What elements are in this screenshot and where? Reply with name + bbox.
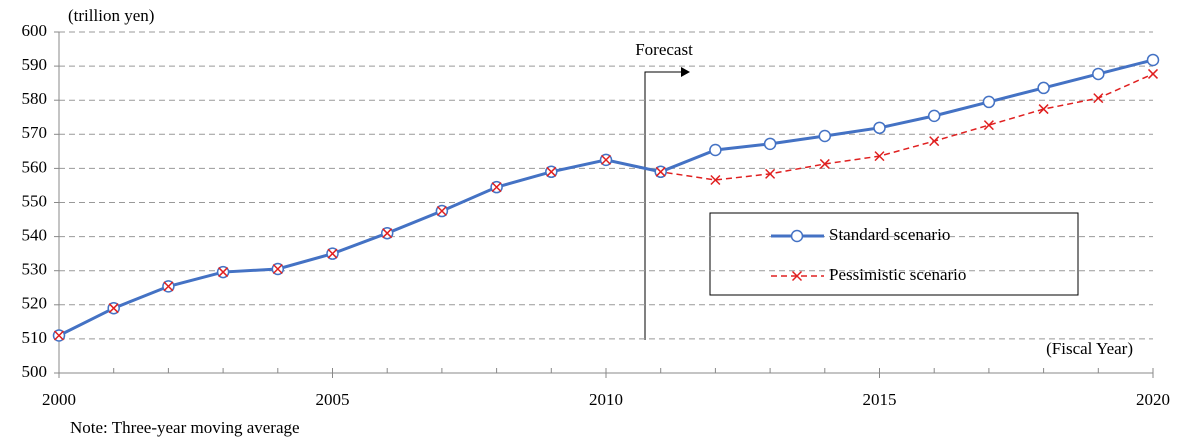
note: Note: Three-year moving average [70,418,300,437]
y-tick-label: 510 [22,328,48,347]
legend-box [709,212,1079,296]
y-tick-label: 600 [22,21,48,40]
x-tick-label: 2005 [316,390,350,409]
legend-marker [790,229,804,243]
point [1093,93,1104,104]
forecast-arrow [644,71,688,340]
point [1092,67,1105,81]
point [1038,104,1049,115]
x-tick-label: 2020 [1136,390,1170,409]
y-tick-label: 540 [22,226,48,245]
point [491,182,502,193]
point [655,166,666,177]
point [982,95,996,109]
point [218,267,229,278]
point [763,137,777,151]
point [108,303,119,314]
y-tick-label: 570 [22,123,48,142]
point [818,129,832,143]
y-tick-label: 530 [22,260,48,279]
point [546,166,557,177]
point [873,121,886,135]
x-tick-label: 2015 [863,390,897,409]
point [709,143,722,157]
point [53,330,65,341]
point [874,151,885,162]
point [436,205,447,217]
y-axis-label: (trillion yen) [68,6,154,25]
point [929,136,940,147]
y-tick-label: 580 [22,89,48,108]
y-tick-label: 500 [22,362,48,381]
point [272,263,283,275]
forecast-arrowhead [681,67,690,77]
x-tick-label: 2000 [42,390,76,409]
legend-label: Standard scenario [829,225,950,244]
x-tick-label: 2010 [589,390,623,409]
point [710,174,721,186]
legend-marker [791,270,803,282]
legend-label: Pessimistic scenario [829,265,966,284]
point [1147,68,1159,79]
y-tick-label: 560 [22,157,48,176]
forecast-label: Forecast [635,40,693,59]
x-axis-label: (Fiscal Year) [1046,339,1133,358]
point [1146,53,1160,67]
point [983,120,994,131]
y-tick-label: 590 [22,55,48,74]
point [927,109,941,123]
point [382,228,393,239]
y-tick-label: 550 [22,191,48,210]
point [765,168,776,179]
y-tick-label: 520 [22,294,48,313]
point [600,154,612,165]
point [327,248,338,259]
point [819,158,830,169]
point [163,281,174,292]
series-line [58,73,1154,337]
point [1037,81,1050,95]
